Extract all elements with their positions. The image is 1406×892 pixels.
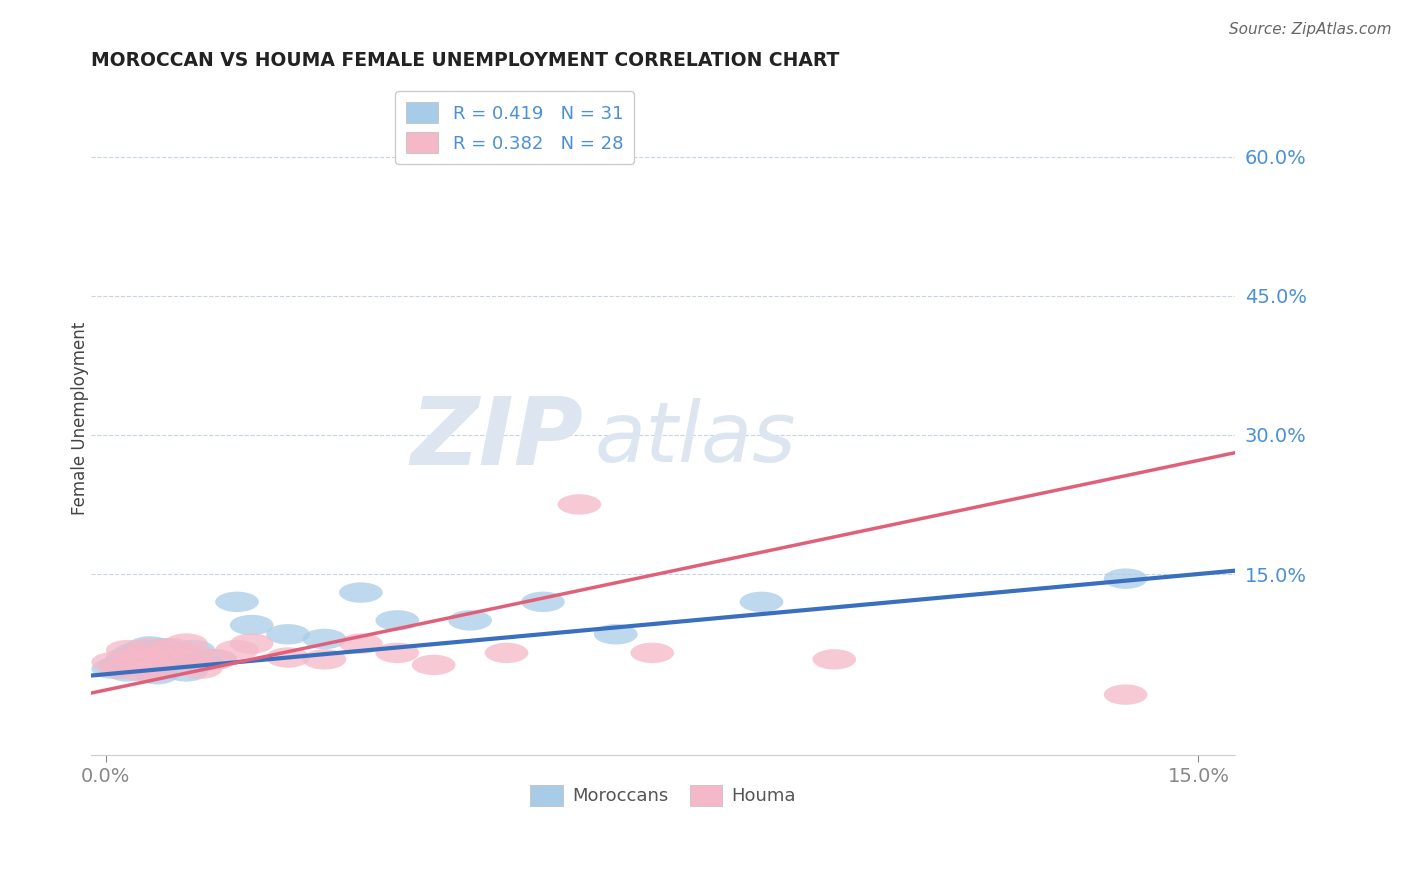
Ellipse shape (229, 633, 273, 654)
Ellipse shape (114, 652, 157, 673)
Ellipse shape (135, 658, 179, 679)
Ellipse shape (105, 661, 149, 681)
Ellipse shape (215, 591, 259, 612)
Text: ZIP: ZIP (411, 392, 583, 484)
Ellipse shape (485, 642, 529, 663)
Ellipse shape (215, 640, 259, 660)
Ellipse shape (165, 661, 208, 681)
Ellipse shape (114, 642, 157, 663)
Ellipse shape (98, 655, 142, 675)
Ellipse shape (813, 649, 856, 670)
Ellipse shape (142, 638, 186, 658)
Y-axis label: Female Unemployment: Female Unemployment (72, 322, 89, 516)
Ellipse shape (142, 652, 186, 673)
Ellipse shape (91, 658, 135, 679)
Ellipse shape (172, 640, 215, 660)
Ellipse shape (105, 648, 149, 668)
Ellipse shape (105, 640, 149, 660)
Ellipse shape (558, 494, 602, 515)
Text: MOROCCAN VS HOUMA FEMALE UNEMPLOYMENT CORRELATION CHART: MOROCCAN VS HOUMA FEMALE UNEMPLOYMENT CO… (91, 51, 839, 70)
Ellipse shape (91, 652, 135, 673)
Ellipse shape (135, 645, 179, 665)
Ellipse shape (194, 649, 238, 670)
Ellipse shape (121, 640, 165, 660)
Ellipse shape (128, 649, 172, 670)
Ellipse shape (449, 610, 492, 631)
Ellipse shape (121, 661, 165, 681)
Ellipse shape (114, 649, 157, 670)
Text: atlas: atlas (595, 399, 796, 479)
Text: Source: ZipAtlas.com: Source: ZipAtlas.com (1229, 22, 1392, 37)
Ellipse shape (593, 624, 638, 645)
Ellipse shape (266, 648, 309, 668)
Ellipse shape (128, 636, 172, 657)
Ellipse shape (128, 654, 172, 674)
Ellipse shape (1104, 568, 1147, 589)
Ellipse shape (98, 658, 142, 679)
Ellipse shape (302, 629, 346, 649)
Ellipse shape (339, 582, 382, 603)
Ellipse shape (630, 642, 673, 663)
Ellipse shape (149, 638, 194, 658)
Ellipse shape (179, 658, 222, 679)
Ellipse shape (165, 633, 208, 654)
Ellipse shape (157, 649, 201, 670)
Ellipse shape (339, 633, 382, 654)
Ellipse shape (121, 657, 165, 677)
Ellipse shape (740, 591, 783, 612)
Ellipse shape (1104, 684, 1147, 705)
Ellipse shape (149, 648, 194, 668)
Ellipse shape (375, 610, 419, 631)
Ellipse shape (157, 642, 201, 663)
Ellipse shape (142, 646, 186, 665)
Ellipse shape (194, 649, 238, 670)
Ellipse shape (229, 615, 273, 635)
Ellipse shape (412, 655, 456, 675)
Ellipse shape (302, 649, 346, 670)
Ellipse shape (128, 638, 172, 658)
Legend: Moroccans, Houma: Moroccans, Houma (523, 778, 803, 814)
Ellipse shape (121, 646, 165, 665)
Ellipse shape (522, 591, 565, 612)
Ellipse shape (172, 645, 215, 665)
Ellipse shape (179, 652, 222, 673)
Ellipse shape (266, 624, 309, 645)
Ellipse shape (375, 642, 419, 663)
Ellipse shape (135, 664, 179, 684)
